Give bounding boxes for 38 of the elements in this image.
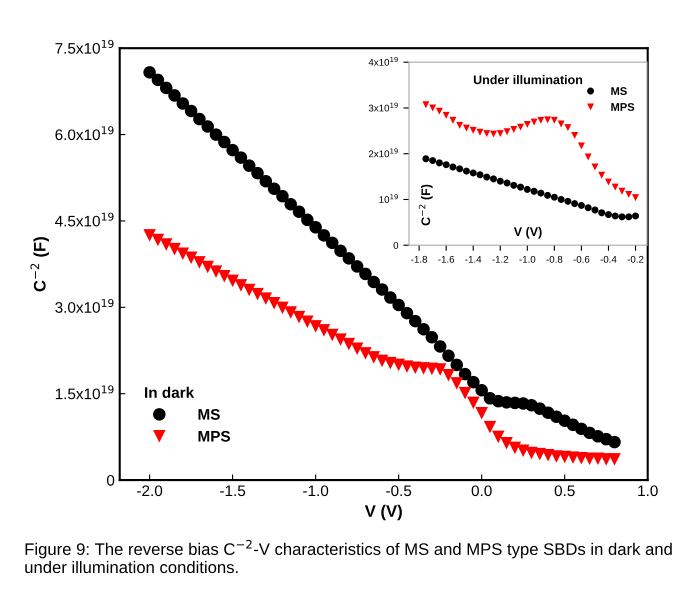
y-tick-label: 10$^{19}$ [379,194,398,204]
legend-label: MS [198,409,220,420]
text: Under illumination [474,75,582,84]
y-tick-label: 1.5x10$^{19}$ [56,385,114,400]
x-tick-label: -1.8 [411,256,428,263]
y-axis-title: C$^{−2}$ (F) [418,184,433,226]
x-tick-label: 1.0 [638,485,658,496]
x-tick-label: -2.0 [137,485,162,496]
legend-label: MS [611,87,627,96]
y-tick-label: 7.5x10$^{19}$ [55,40,114,54]
x-tick-label: -1.4 [465,256,482,263]
x-tick-label: -0.8 [546,256,562,263]
x-tick-label: -0.2 [628,256,644,263]
x-tick-label: -0.5 [386,485,412,496]
x-axis-title: V (V) [514,226,542,239]
legend-title: In dark [145,386,194,398]
y-tick-label: 6.0x10$^{19}$ [55,126,114,140]
x-tick-label: -0.4 [600,256,617,263]
y-tick-label: 0 [394,242,398,249]
x-tick-label: 0.0 [472,485,492,496]
x-tick-label: 0.5 [554,485,575,496]
x-tick-label: -1.0 [303,485,328,496]
x-tick-label: -1.0 [519,256,536,263]
x-tick-label: -1.5 [220,485,246,496]
x-axis-title: V (V) [364,504,402,520]
legend-label: MPS [198,430,230,442]
x-tick-label: -1.2 [492,256,508,263]
x-tick-label: -1.6 [438,256,454,263]
y-tick-label: 4.5x10$^{19}$ [55,212,114,227]
y-tick-label: 3x10$^{19}$ [368,102,398,112]
y-tick-label: 0 [106,474,114,486]
y-axis-title: C$^{−2}$ (F) [30,237,49,292]
caption: Figure 9: The reverse bias C$^{−2}$-V characteristics of MS and MPS type SBDs in dark and under illumination conditions. [25,540,672,574]
y-tick-label: 4x10$^{19}$ [368,56,398,66]
y-tick-label: 2x10$^{19}$ [368,148,398,158]
x-tick-label: -0.6 [573,256,590,263]
legend-label: MPS [611,103,634,111]
y-tick-label: 3.0x10$^{19}$ [55,298,114,313]
